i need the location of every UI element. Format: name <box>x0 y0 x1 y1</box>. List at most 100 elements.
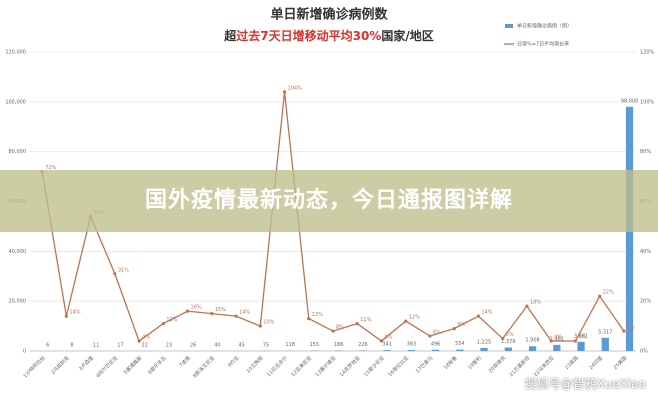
line-marker <box>331 329 335 333</box>
line-value-label: 104% <box>288 85 303 91</box>
line-marker <box>549 339 553 343</box>
x-tick-label: 25美国 <box>612 355 629 372</box>
bar-value-label: 98,000 <box>621 98 639 104</box>
line-marker <box>307 317 311 321</box>
subtitle-part: 过去7天日增移动平均30% <box>236 28 381 43</box>
x-tick-label: 15爱沙尼亚 <box>362 355 386 379</box>
line-marker <box>379 339 384 343</box>
y2-tick-label: 0% <box>640 349 648 355</box>
subtitle-part: 国家/地区 <box>381 28 433 43</box>
line-marker <box>113 272 117 276</box>
bar <box>431 349 440 351</box>
line-marker <box>355 321 359 326</box>
x-tick-label: 17巴拿马 <box>414 355 434 375</box>
bar-value-label: 1,379 <box>501 339 515 345</box>
line-marker <box>452 326 456 331</box>
y2-tick-label: 80% <box>640 149 651 155</box>
line-value-label: 8% <box>336 325 344 331</box>
line-marker <box>428 334 432 338</box>
x-tick-label: 12亚美尼亚 <box>290 355 314 379</box>
watermark: 搜狐号@智鸦XueXiao <box>524 377 646 391</box>
bar-value-label: 22 <box>142 342 148 348</box>
line-value-label: 4% <box>554 335 562 341</box>
bar-value-label: 6 <box>46 342 49 348</box>
line-marker <box>525 304 529 308</box>
x-tick-label: 19智利 <box>466 355 483 372</box>
bar <box>407 350 415 351</box>
y-tick-label: 100,000 <box>5 99 26 105</box>
line-marker <box>210 312 214 316</box>
line-value-label: 14% <box>69 310 80 316</box>
bar <box>480 347 488 351</box>
line-value-label: 22% <box>603 290 614 296</box>
x-tick-label: 11厄瓜多尔 <box>265 355 289 379</box>
bar <box>601 337 609 351</box>
legend-label: 日增%=7日平均增长率 <box>517 41 569 48</box>
bar <box>456 349 464 351</box>
y2-tick-label: 120% <box>640 50 655 56</box>
x-tick-label: 9约旦 <box>226 355 240 369</box>
bar-value-label: 3,681 <box>574 333 588 339</box>
line-value-label: 8% <box>627 325 635 331</box>
bar-value-label: 26 <box>190 342 196 348</box>
x-tick-label: 24印度 <box>588 355 605 372</box>
bar-value-label: 40 <box>214 342 220 348</box>
bar <box>577 341 585 351</box>
bar-value-label: 5,317 <box>598 329 612 335</box>
bar-value-label: 341 <box>382 342 392 348</box>
line-value-label: 6% <box>433 330 441 336</box>
bar-value-label: 554 <box>455 341 465 347</box>
y-tick-label: 40,000 <box>9 249 27 255</box>
line-marker <box>573 339 578 343</box>
line-marker <box>282 90 287 94</box>
line-value-label: 16% <box>191 305 202 311</box>
y-tick-label: 0 <box>23 349 26 355</box>
line-value-label: 12% <box>409 315 420 321</box>
bar <box>528 346 537 351</box>
bar-value-label: 8 <box>70 342 73 348</box>
line-marker <box>234 314 238 318</box>
x-tick-label: 10立陶宛 <box>245 355 265 375</box>
x-tick-label: 23泰国 <box>563 355 580 372</box>
line-marker <box>64 314 68 318</box>
line-value-label: 9% <box>457 322 465 328</box>
line-marker <box>161 321 165 326</box>
x-tick-label: 7波黑 <box>178 355 192 369</box>
line-value-label: 5% <box>506 332 514 338</box>
y2-tick-label: 20% <box>640 299 651 305</box>
x-tick-label: 5塞浦路斯 <box>122 355 143 376</box>
bar-value-label: 11 <box>93 342 99 348</box>
line-value-label: 72% <box>45 165 56 171</box>
subtitle-part: 超 <box>223 28 237 43</box>
y-tick-label: 20,000 <box>9 299 27 305</box>
y-tick-label: 80,000 <box>9 149 27 155</box>
bar-value-label: 45 <box>238 342 244 348</box>
line-marker <box>185 309 190 313</box>
bar <box>383 350 391 351</box>
bar-value-label: 226 <box>358 342 368 348</box>
bar <box>504 347 512 351</box>
x-tick-label: 14克罗地亚 <box>338 355 362 379</box>
line-marker <box>598 294 602 298</box>
legend-swatch <box>505 24 513 28</box>
line-value-label: 13% <box>312 312 323 318</box>
bar-value-label: 75 <box>263 342 269 348</box>
line-marker <box>404 319 408 323</box>
x-tick-label: 2乌兹别克 <box>49 355 70 376</box>
x-tick-label: 4阿尔巴尼亚 <box>94 355 119 380</box>
line-value-label: 4% <box>578 335 586 341</box>
bar-value-label: 23 <box>166 342 172 348</box>
line-marker <box>501 336 505 341</box>
bar-value-label: 1,225 <box>477 339 491 345</box>
x-tick-label: 6摩尔多瓦 <box>146 355 167 376</box>
bar <box>553 344 561 351</box>
line-value-label: 14% <box>481 310 492 316</box>
line-marker <box>622 329 626 333</box>
bar <box>359 350 367 351</box>
line-value-label: 14% <box>239 310 250 316</box>
bar-value-label: 118 <box>285 342 295 348</box>
y-tick-label: 120,000 <box>5 50 26 56</box>
banner: 国外疫情最新动态，今日通报图详解 <box>0 170 658 232</box>
bar-value-label: 17 <box>117 342 123 348</box>
